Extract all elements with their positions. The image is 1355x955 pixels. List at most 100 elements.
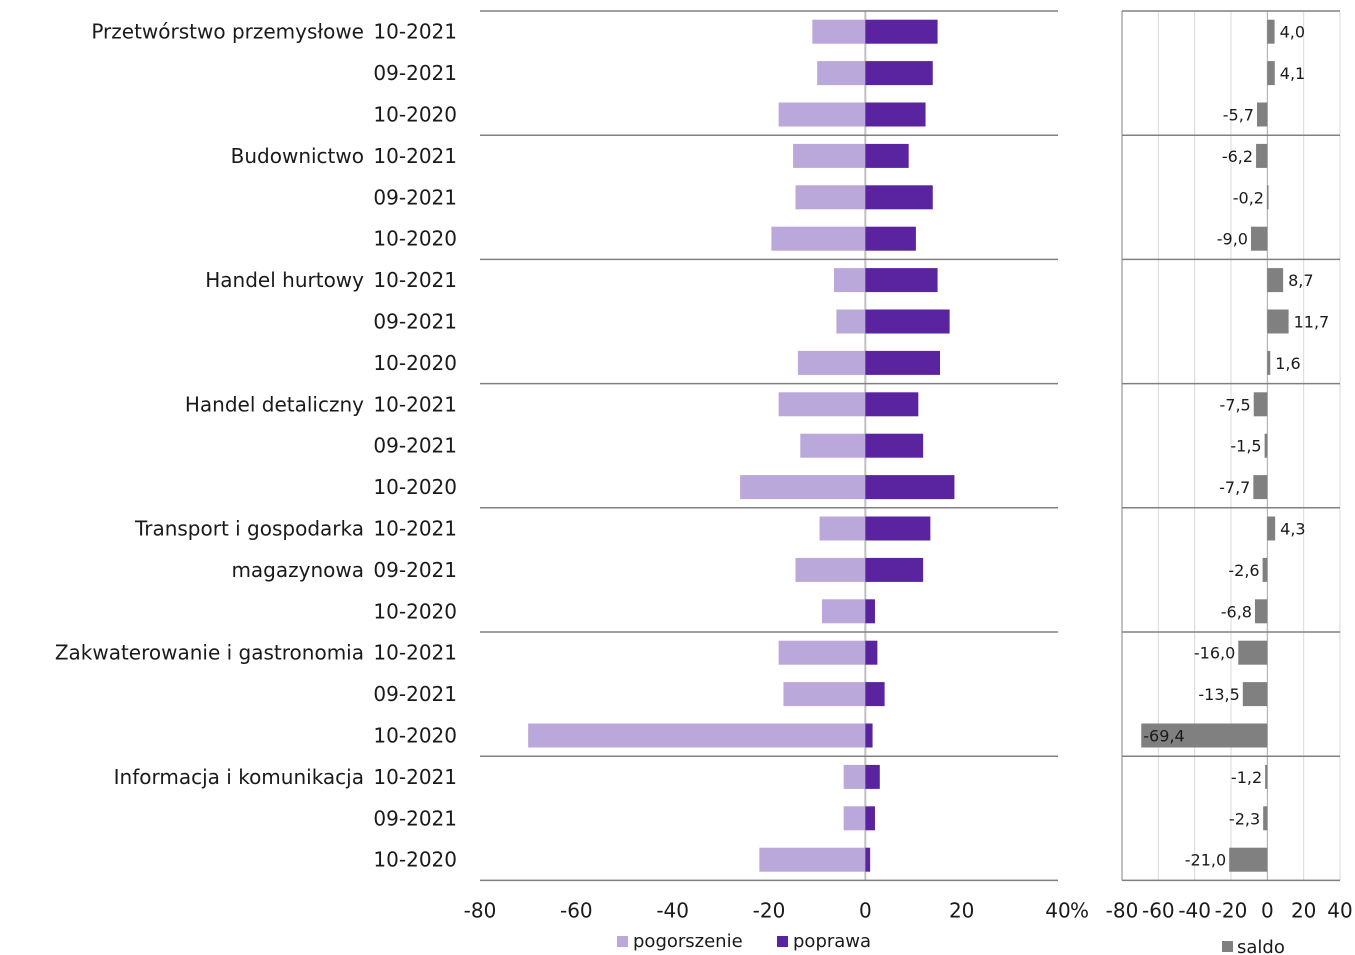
bar-saldo: [1253, 475, 1268, 500]
bar-saldo: [1267, 268, 1284, 293]
period-label: 09-2021: [373, 434, 457, 458]
legend-label: pogorszenie: [633, 931, 743, 952]
saldo-x-tick-label: 40: [1327, 898, 1352, 922]
x-axis-saldo: -80 -60 -40 -20 0 20 40: [1106, 879, 1353, 922]
bar-poprawa: [865, 433, 924, 458]
saldo-value-label: 8,7: [1288, 271, 1313, 290]
bar-saldo: [1262, 557, 1268, 582]
bar-pogorszenie: [834, 268, 866, 293]
saldo-value-label: 1,6: [1275, 354, 1300, 373]
x-tick-label: 40: [1045, 898, 1070, 922]
saldo-value-label: 4,0: [1280, 23, 1305, 42]
bar-poprawa: [865, 557, 924, 582]
saldo-value-label: -69,4: [1143, 727, 1184, 746]
period-label: 09-2021: [373, 682, 457, 706]
bar-saldo: [1253, 392, 1268, 417]
bar-saldo: [1267, 516, 1276, 541]
bar-pogorszenie: [778, 102, 866, 127]
period-label: 10-2021: [373, 392, 457, 416]
bar-pogorszenie: [812, 19, 866, 44]
saldo-x-tick-label: -60: [1142, 898, 1175, 922]
period-label: 10-2021: [373, 517, 457, 541]
saldo-x-tick-label: -20: [1215, 898, 1248, 922]
bars-saldo-chart: 4,0 4,1 -5,7 -6,2 -0,2 -9,0 8,7 11,7 1,6 -7,5 -1,5…: [1141, 19, 1330, 872]
period-label: 09-2021: [373, 558, 457, 582]
bar-pogorszenie: [819, 516, 866, 541]
period-label: 10-2021: [373, 765, 457, 789]
period-label: 10-2020: [373, 599, 457, 623]
bar-poprawa: [865, 226, 916, 251]
period-label: 10-2020: [373, 351, 457, 375]
bar-saldo: [1267, 61, 1275, 86]
period-label: 10-2020: [373, 724, 457, 748]
sector-label: Przetwórstwo przemysłowe: [91, 20, 364, 44]
bar-pogorszenie: [740, 475, 866, 500]
saldo-value-label: -2,6: [1228, 561, 1259, 580]
x-tick-label: -80: [464, 898, 497, 922]
bars-main-chart: [528, 19, 955, 872]
legend-label: poprawa: [793, 931, 871, 952]
x-tick-label: -20: [753, 898, 786, 922]
period-label: 10-2021: [373, 144, 457, 168]
saldo-value-label: 4,1: [1280, 64, 1305, 83]
bar-saldo: [1267, 350, 1271, 375]
bar-pogorszenie: [759, 847, 866, 872]
bar-saldo: [1267, 309, 1289, 334]
period-label: 10-2020: [373, 848, 457, 872]
saldo-x-tick-label: -40: [1178, 898, 1211, 922]
period-label: 09-2021: [373, 185, 457, 209]
period-label: 10-2021: [373, 268, 457, 292]
bar-poprawa: [865, 19, 938, 44]
saldo-value-label: 11,7: [1294, 313, 1330, 332]
bar-pogorszenie: [793, 143, 866, 168]
bar-saldo: [1256, 143, 1268, 168]
bar-poprawa: [865, 102, 926, 127]
sector-label: Handel hurtowy: [205, 268, 364, 292]
saldo-value-label: -7,7: [1219, 478, 1250, 497]
bar-poprawa: [865, 392, 919, 417]
bar-saldo: [1263, 806, 1268, 831]
saldo-value-label: -9,0: [1217, 230, 1248, 249]
sector-label: Budownictwo: [231, 144, 364, 168]
sector-label: Handel detaliczny: [185, 392, 364, 416]
bar-pogorszenie: [836, 309, 866, 334]
legend-swatch-saldo: [1222, 941, 1233, 952]
legend-saldo: saldo: [1222, 937, 1285, 955]
saldo-x-tick-label: -80: [1106, 898, 1139, 922]
bar-saldo: [1256, 102, 1268, 127]
period-label: 09-2021: [373, 61, 457, 85]
sector-label: Informacja i komunikacja: [114, 765, 364, 789]
bar-poprawa: [865, 185, 933, 210]
bar-pogorszenie: [783, 682, 866, 707]
saldo-value-label: -21,0: [1185, 851, 1226, 870]
sector-label: Zakwaterowanie i gastronomia: [55, 641, 364, 665]
bar-poprawa: [865, 309, 950, 334]
period-label: 10-2020: [373, 103, 457, 127]
saldo-value-label: -5,7: [1223, 106, 1254, 125]
legend-label-saldo: saldo: [1237, 937, 1285, 955]
period-label: 09-2021: [373, 310, 457, 334]
x-tick-label: -60: [560, 898, 593, 922]
x-axis-unit: %: [1070, 898, 1089, 922]
x-tick-label: -40: [656, 898, 689, 922]
legend-swatch: [777, 936, 788, 947]
bar-saldo: [1141, 723, 1268, 748]
period-label: 10-2021: [373, 20, 457, 44]
bar-poprawa: [865, 723, 873, 748]
saldo-value-label: -7,5: [1219, 395, 1250, 414]
gridlines: [864, 11, 1341, 881]
bar-pogorszenie: [800, 433, 866, 458]
saldo-value-label: -2,3: [1229, 809, 1260, 828]
bar-saldo: [1242, 682, 1268, 707]
saldo-value-label: -0,2: [1233, 188, 1264, 207]
bar-poprawa: [865, 143, 909, 168]
bar-poprawa: [865, 516, 931, 541]
bar-pogorszenie: [771, 226, 866, 251]
x-tick-label: 0: [859, 898, 872, 922]
sector-label: magazynowa: [231, 558, 364, 582]
bar-poprawa: [865, 640, 878, 665]
bar-poprawa: [865, 764, 880, 789]
saldo-value-label: 4,3: [1280, 520, 1305, 539]
category-labels: 10-2021 Przetwórstwo przemysłowe 09-2021 10…: [55, 20, 457, 872]
